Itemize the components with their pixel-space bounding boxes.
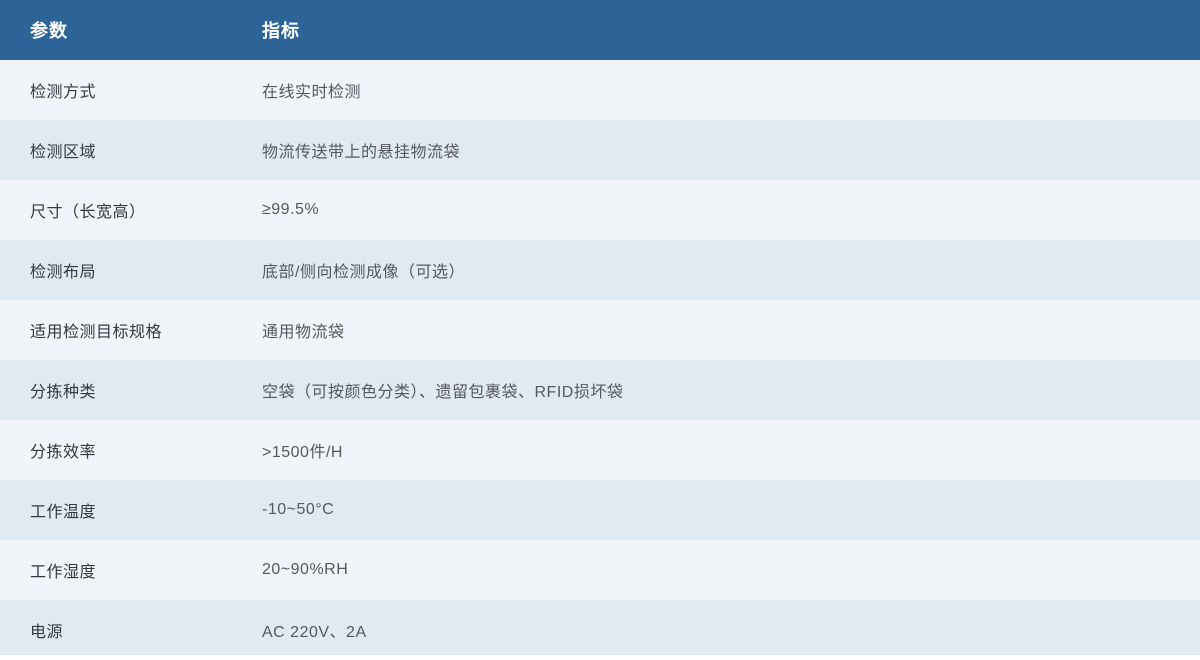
- param-cell: 工作温度: [30, 504, 97, 521]
- param-cell: 适用检测目标规格: [30, 324, 163, 341]
- table-row: 检测区域 物流传送带上的悬挂物流袋: [0, 120, 1200, 180]
- header-spec-label: 指标: [262, 21, 300, 41]
- table-row: 工作湿度 20~90%RH: [0, 540, 1200, 600]
- spec-cell: AC 220V、2A: [262, 624, 367, 641]
- spec-cell: >1500件/H: [262, 444, 343, 461]
- table-row: 电源 AC 220V、2A: [0, 600, 1200, 660]
- table-row: 检测布局 底部/侧向检测成像（可选）: [0, 240, 1200, 300]
- table-row: 分拣种类 空袋（可按颜色分类）、遗留包裹袋、RFID损坏袋: [0, 360, 1200, 420]
- spec-cell: 底部/侧向检测成像（可选）: [262, 264, 465, 281]
- param-cell: 分拣种类: [30, 384, 97, 401]
- param-cell: 工作湿度: [30, 564, 97, 581]
- spec-cell: 在线实时检测: [262, 84, 362, 101]
- param-cell: 检测区域: [30, 144, 97, 161]
- spec-cell: 空袋（可按颜色分类）、遗留包裹袋、RFID损坏袋: [262, 384, 624, 401]
- table-row: 检测方式 在线实时检测: [0, 60, 1200, 120]
- param-cell: 检测布局: [30, 264, 97, 281]
- param-cell: 检测方式: [30, 84, 97, 101]
- spec-cell: 物流传送带上的悬挂物流袋: [262, 144, 461, 161]
- table-row: 工作温度 -10~50°C: [0, 480, 1200, 540]
- spec-cell: ≥99.5%: [262, 201, 320, 218]
- table-row: 分拣效率 >1500件/H: [0, 420, 1200, 480]
- table-row: 尺寸（长宽高） ≥99.5%: [0, 180, 1200, 240]
- param-cell: 电源: [30, 624, 64, 641]
- header-param-label: 参数: [30, 21, 68, 41]
- page-background-strip: [0, 655, 1200, 660]
- param-cell: 分拣效率: [30, 444, 97, 461]
- spec-cell: -10~50°C: [262, 501, 335, 518]
- spec-cell: 通用物流袋: [262, 324, 345, 341]
- spec-cell: 20~90%RH: [262, 561, 349, 578]
- param-cell: 尺寸（长宽高）: [30, 204, 146, 221]
- table-row: 适用检测目标规格 通用物流袋: [0, 300, 1200, 360]
- table-header-row: 参数 指标: [0, 0, 1200, 60]
